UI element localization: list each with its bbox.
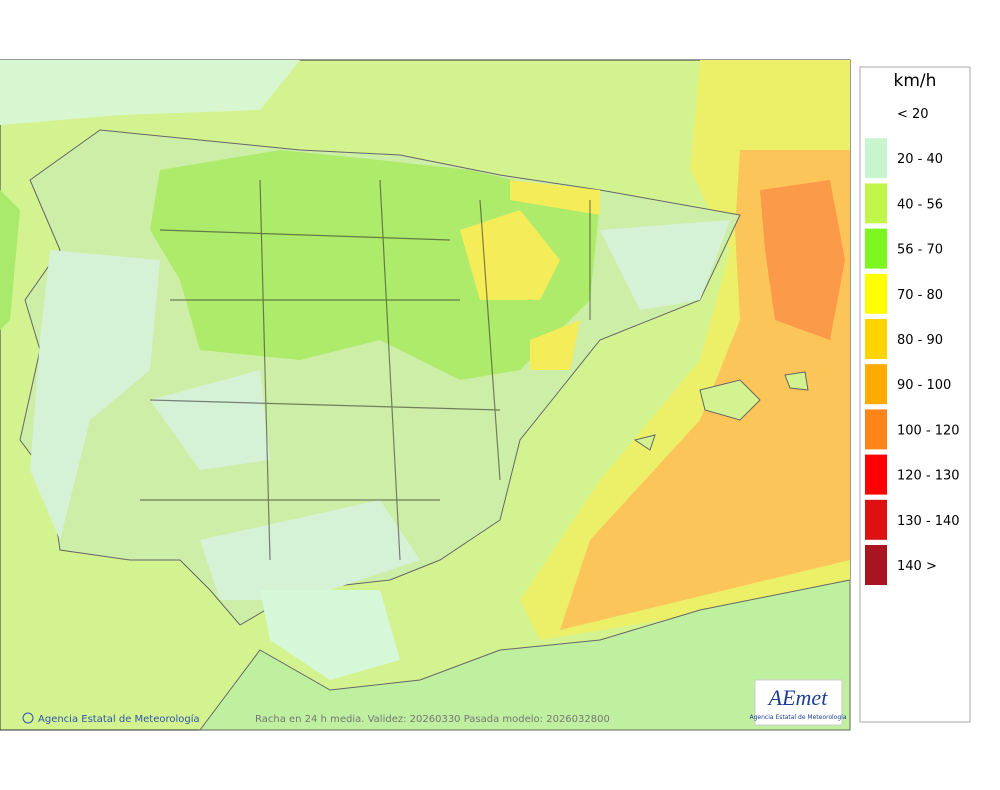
map: Agencia Estatal de Meteorología Racha en… xyxy=(0,59,851,731)
borders xyxy=(140,179,591,561)
legend-swatch xyxy=(865,499,887,540)
legend-label: 120 - 130 xyxy=(897,469,960,484)
legend-title: km/h xyxy=(894,71,937,91)
legend-swatch xyxy=(865,273,887,314)
legend-label: 20 - 40 xyxy=(897,152,943,167)
legend-swatch xyxy=(865,319,887,359)
legend: km/h < 20 20 - 40 40 - 56 56 - 70 70 - 80 80 … xyxy=(859,66,971,723)
legend-swatch xyxy=(865,409,887,450)
legend-label: 130 - 140 xyxy=(897,514,960,529)
field-yellow-land xyxy=(460,180,600,370)
legend-label: 80 - 90 xyxy=(897,333,943,348)
field-dark-orange xyxy=(760,180,845,340)
field-pale xyxy=(0,60,300,125)
field-green xyxy=(0,190,20,330)
logo: AEmet xyxy=(767,685,829,710)
field-pale-sea xyxy=(260,590,400,680)
legend-label: < 20 xyxy=(897,107,929,122)
legend-swatch xyxy=(865,545,887,585)
logo-subtitle: Agencia Estatal de Meteorología xyxy=(750,714,847,721)
legend-label: 70 - 80 xyxy=(897,288,943,303)
credit: Agencia Estatal de Meteorología xyxy=(38,713,200,725)
legend-label: 90 - 100 xyxy=(897,378,951,393)
copyright-icon xyxy=(22,712,34,724)
legend-label: 40 - 56 xyxy=(897,197,943,212)
caption: Racha en 24 h media. Validez: 20260330 P… xyxy=(255,714,610,725)
legend-label: 100 - 120 xyxy=(897,423,960,438)
legend-swatch xyxy=(865,138,887,179)
legend-swatch xyxy=(865,228,887,269)
legend-label: 140 > xyxy=(897,559,937,574)
north-africa xyxy=(199,579,851,731)
balearic-islands xyxy=(633,371,809,451)
field-green-north xyxy=(150,150,600,380)
field-pale-land xyxy=(30,220,730,600)
logo-box xyxy=(754,679,843,726)
legend-swatch xyxy=(865,183,887,224)
legend-label: 56 - 70 xyxy=(897,243,943,258)
legend-swatch xyxy=(865,364,887,405)
legend-swatch xyxy=(865,454,887,495)
